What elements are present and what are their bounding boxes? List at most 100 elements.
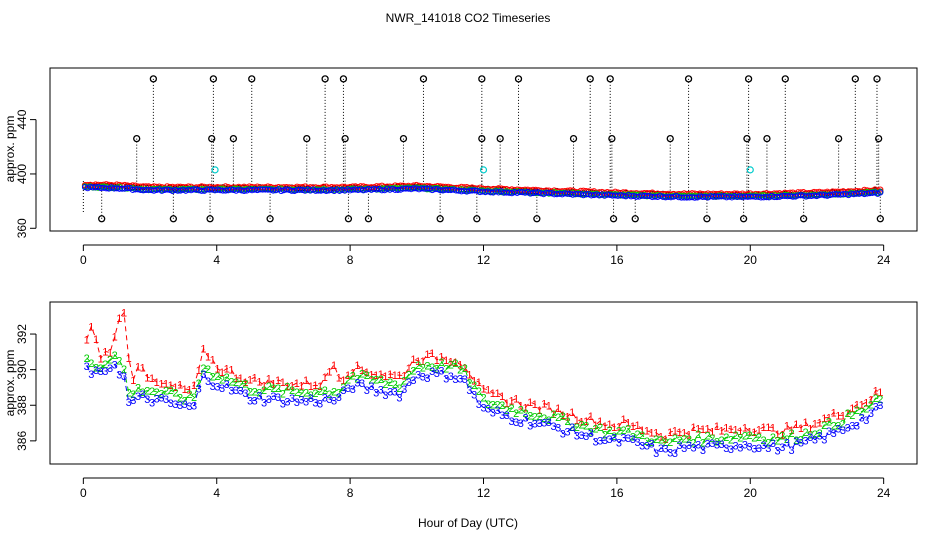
series-marker: 1 [359, 365, 365, 377]
series-marker: 2 [270, 383, 276, 395]
series-marker: 1 [611, 422, 617, 434]
series-marker: 1 [275, 375, 281, 387]
series-marker: 3 [256, 390, 262, 402]
series-marker: 1 [429, 348, 435, 360]
series-marker: 3 [700, 445, 706, 457]
series-marker: 3 [443, 373, 449, 385]
series-marker: 3 [280, 399, 286, 411]
series-marker: 3 [761, 440, 767, 452]
series-marker: 3 [242, 388, 248, 400]
series-marker: 2 [681, 434, 687, 446]
outlier-point [851, 75, 859, 83]
outlier-point [133, 134, 141, 143]
series-marker: 1 [396, 370, 402, 382]
series-marker: 2 [471, 380, 477, 392]
series-marker: 3 [527, 421, 533, 433]
series-marker: 1 [424, 349, 430, 361]
series-marker: 2 [849, 410, 855, 422]
series-marker: 2 [569, 422, 575, 434]
series-marker: 3 [303, 396, 309, 408]
series-marker: 3 [289, 393, 295, 405]
series-marker: 1 [340, 375, 346, 387]
series-marker: 1 [261, 381, 267, 393]
series-marker: 1 [532, 399, 538, 411]
series-marker: 1 [158, 378, 164, 390]
series-marker: 3 [691, 443, 697, 455]
series-marker: 1 [574, 415, 580, 427]
panel-co2-all-readings: 0 4 8 12 16 20 24 360 400 440 approx. ppm [3, 67, 918, 267]
series-marker: 1 [448, 356, 454, 368]
series-marker: 3 [471, 390, 477, 402]
series-marker: 3 [863, 415, 869, 427]
y-tick-label: 390 [15, 359, 29, 379]
series-marker: 2 [434, 363, 440, 375]
series-marker: 3 [382, 390, 388, 402]
series-marker: 3 [247, 395, 253, 407]
y-tick-label: 360 [15, 218, 29, 238]
series-marker: 2 [658, 434, 664, 446]
outlier-point [208, 134, 216, 143]
outlier-point [763, 134, 771, 143]
outlier-point [303, 134, 311, 143]
series-marker: 1 [130, 375, 136, 387]
series-marker: 1 [775, 429, 781, 441]
series-marker: 3 [219, 383, 225, 395]
series-marker: 1 [653, 428, 659, 440]
series-marker: 3 [410, 375, 416, 387]
series-marker: 2 [611, 431, 617, 443]
series-marker: 3 [532, 419, 538, 431]
series-marker: 1 [616, 422, 622, 434]
series-marker: 2 [322, 385, 328, 397]
series-marker: 1 [401, 371, 407, 383]
series-marker: 2 [140, 387, 146, 399]
series-marker: 3 [368, 381, 374, 393]
series-marker: 2 [350, 371, 356, 383]
series-marker: 1 [345, 370, 351, 382]
series-marker: 3 [770, 438, 776, 450]
outlier-point [799, 215, 808, 223]
x-tick-label: 8 [347, 486, 354, 500]
series-marker: 1 [378, 369, 384, 381]
series-marker: 2 [429, 362, 435, 374]
series-marker: 1 [270, 379, 276, 391]
series-marker: 1 [849, 403, 855, 415]
series-marker: 1 [742, 422, 748, 434]
series-marker: 2 [196, 378, 202, 390]
series-marker: 2 [700, 437, 706, 449]
data-point [535, 189, 542, 196]
series-marker: 3 [826, 426, 832, 438]
series-marker: 3 [396, 393, 402, 405]
series-marker: 2 [541, 413, 547, 425]
outlier-point [743, 134, 751, 143]
data-marks [81, 75, 884, 223]
series-marker: 2 [831, 420, 837, 432]
y-tick-label: 386 [15, 431, 29, 451]
series-marker: 2 [406, 369, 412, 381]
series-marker: 1 [578, 416, 584, 428]
series-marker: 1 [177, 380, 183, 392]
series-marker: 2 [485, 399, 491, 411]
series-marker: 3 [406, 377, 412, 389]
series-marker: 3 [616, 438, 622, 450]
series-marker: 1 [322, 372, 328, 384]
series-marker: 3 [275, 392, 281, 404]
x-tick-label: 4 [213, 486, 220, 500]
series-marker: 1 [606, 419, 612, 431]
series-marker: 1 [219, 367, 225, 379]
series-marker: 1 [298, 380, 304, 392]
x-tick-label: 24 [877, 253, 891, 267]
series-marker: 2 [219, 374, 225, 386]
x-tick-label: 16 [610, 486, 624, 500]
series-marker: 1 [723, 422, 729, 434]
series-marker: 2 [723, 432, 729, 444]
series-marker: 2 [522, 408, 528, 420]
outlier-point [149, 75, 158, 83]
series-marker: 1 [168, 380, 174, 392]
series-marker: 3 [868, 408, 874, 420]
outlier-point [266, 215, 274, 223]
series-marker: 1 [620, 414, 626, 426]
series-marker: 1 [550, 409, 556, 421]
series-marker: 3 [508, 416, 514, 428]
series-marker: 1 [196, 365, 202, 377]
